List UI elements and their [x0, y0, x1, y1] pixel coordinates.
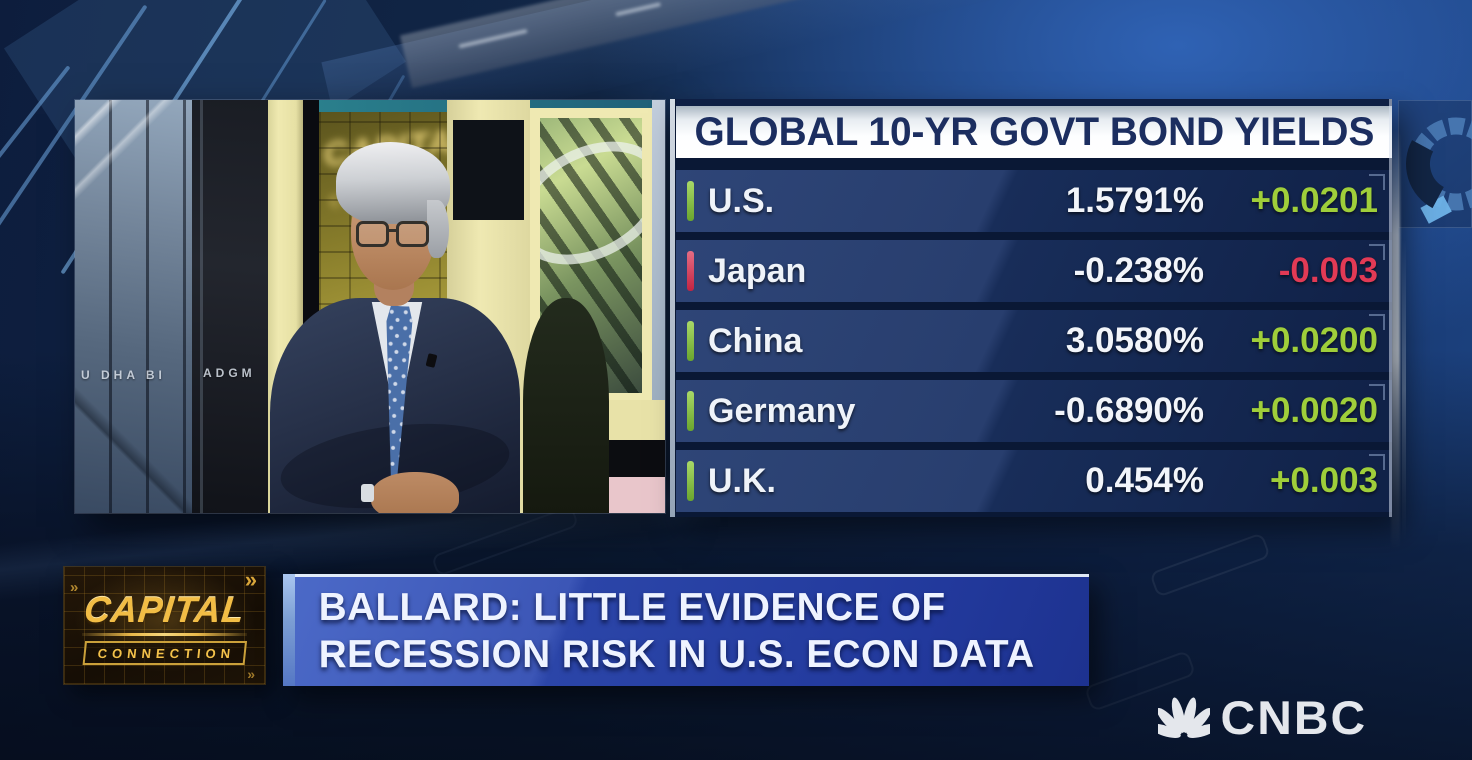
background-ticker-blur: [458, 28, 528, 49]
table-row-uk: U.K. 0.454% +0.003: [676, 450, 1392, 512]
change-value: -0.003: [1278, 251, 1378, 290]
table-row-china: China 3.0580% +0.0200: [676, 310, 1392, 372]
gauge-dial-icon: [1406, 113, 1472, 224]
change-value: +0.0020: [1250, 391, 1379, 430]
guest-glasses: [356, 221, 434, 249]
table-row-us: U.S. 1.5791% +0.0201: [676, 170, 1392, 232]
background-vertical-streak: [1391, 130, 1400, 550]
studio-label-abu-dhabi: U DHA BI: [81, 368, 166, 382]
country-label: Japan: [708, 251, 807, 290]
guest-hands: [371, 472, 459, 513]
headline-line1: BALLARD: LITTLE EVIDENCE OF: [318, 586, 946, 629]
change-value: +0.0201: [1250, 181, 1379, 220]
up-accent-bar: [687, 461, 694, 501]
guest-hair-side: [427, 200, 449, 258]
network-logo: CNBC: [1158, 690, 1366, 745]
guest-video-feed: U DHA BI ADGM CAPITAL CONNECTION: [75, 100, 665, 513]
chevron-icon: »: [247, 666, 255, 682]
up-accent-bar: [687, 391, 694, 431]
guest-watch: [361, 484, 374, 502]
show-title: CAPITAL: [82, 589, 247, 630]
cnbc-wordmark: CNBC: [1220, 691, 1368, 744]
country-label: U.K.: [708, 461, 776, 500]
show-subtitle: CONNECTION: [82, 641, 247, 665]
studio-screen-left: [75, 100, 192, 513]
chevron-icon: »: [70, 579, 79, 596]
show-logo-divider: [82, 633, 247, 636]
show-logo: » » » CAPITAL CONNECTION: [64, 567, 265, 684]
table-row-japan: Japan -0.238% -0.003: [676, 240, 1392, 302]
country-label: China: [708, 321, 803, 360]
board-header: GLOBAL 10-YR GOVT BOND YIELDS: [676, 99, 1392, 166]
headline-banner: BALLARD: LITTLE EVIDENCE OF RECESSION RI…: [283, 574, 1089, 686]
up-accent-bar: [687, 321, 694, 361]
yield-value: -0.238%: [1073, 251, 1204, 290]
country-label: Germany: [708, 391, 856, 430]
glasses-bridge: [387, 229, 398, 232]
yield-value: 0.454%: [1085, 461, 1204, 500]
chevron-icon: »: [244, 567, 257, 592]
studio-window-dark: [453, 120, 524, 220]
country-label: U.S.: [708, 181, 775, 220]
studio-pillar: [192, 100, 268, 513]
background-ticker-blur: [615, 2, 662, 17]
studio-label-adgm: ADGM: [203, 366, 256, 380]
table-row-germany: Germany -0.6890% +0.0020: [676, 380, 1392, 442]
headline-line2: RECESSION RISK IN U.S. ECON DATA: [318, 633, 1035, 676]
board-title: GLOBAL 10-YR GOVT BOND YIELDS: [694, 109, 1374, 154]
glasses-lens: [356, 221, 389, 247]
yield-value: 3.0580%: [1065, 321, 1204, 360]
bond-yields-board: GLOBAL 10-YR GOVT BOND YIELDS U.S. 1.579…: [670, 99, 1392, 517]
cnbc-peacock-icon: [1158, 696, 1210, 738]
change-value: +0.003: [1269, 461, 1378, 500]
down-accent-bar: [687, 251, 694, 291]
studio-right-edge: [652, 100, 665, 400]
studio-chair: [523, 298, 609, 513]
background-vertical-streak: [1402, 240, 1406, 540]
yield-value: -0.6890%: [1054, 391, 1204, 430]
up-accent-bar: [687, 181, 694, 221]
board-rows: U.S. 1.5791% +0.0201 Japan -0.238% -0.00…: [676, 166, 1392, 512]
yield-value: 1.5791%: [1065, 181, 1204, 220]
background-outline-shape: [1149, 532, 1271, 598]
change-value: +0.0200: [1250, 321, 1379, 360]
headline-text: BALLARD: LITTLE EVIDENCE OF RECESSION RI…: [287, 577, 1085, 678]
glasses-lens: [396, 221, 429, 247]
